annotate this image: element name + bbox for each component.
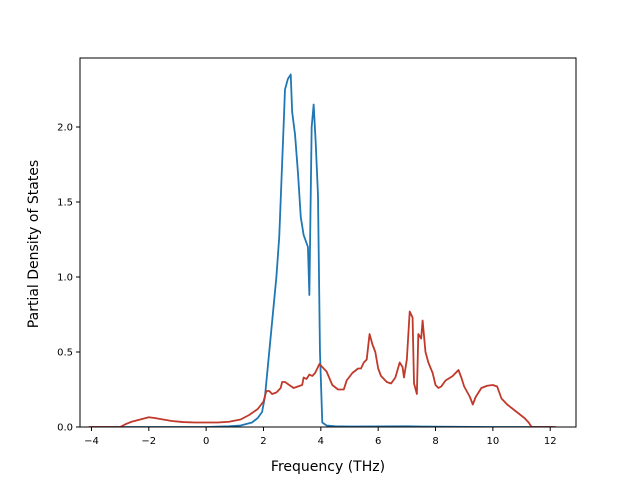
x-tick-label: −4 — [84, 436, 99, 447]
x-tick-label: 6 — [375, 436, 381, 447]
x-tick-label: 12 — [544, 436, 557, 447]
x-axis-label: Frequency (THz) — [271, 459, 385, 475]
y-tick-label: 0.5 — [57, 348, 73, 359]
series-line-2 — [88, 310, 556, 427]
y-tick-label: 1.5 — [57, 198, 73, 209]
plot-area — [88, 73, 556, 427]
x-tick-label: 2 — [260, 436, 266, 447]
x-tick-label: 8 — [432, 436, 438, 447]
y-axis-label: Partial Density of States — [26, 160, 42, 328]
x-tick-label: 0 — [203, 436, 209, 447]
x-tick-label: 10 — [486, 436, 499, 447]
x-tick-label: −2 — [141, 436, 156, 447]
x-tick-label: 4 — [318, 436, 324, 447]
y-tick-label: 2.0 — [57, 123, 73, 134]
axes: −4 −2 0 2 4 6 8 10 12 0.0 0.5 1.0 1.5 2.0 — [57, 57, 577, 447]
plot-frame — [79, 57, 577, 428]
y-tick-label: 1.0 — [57, 273, 73, 284]
y-tick-label: 0.0 — [57, 423, 73, 434]
series-line-1 — [91, 73, 554, 427]
